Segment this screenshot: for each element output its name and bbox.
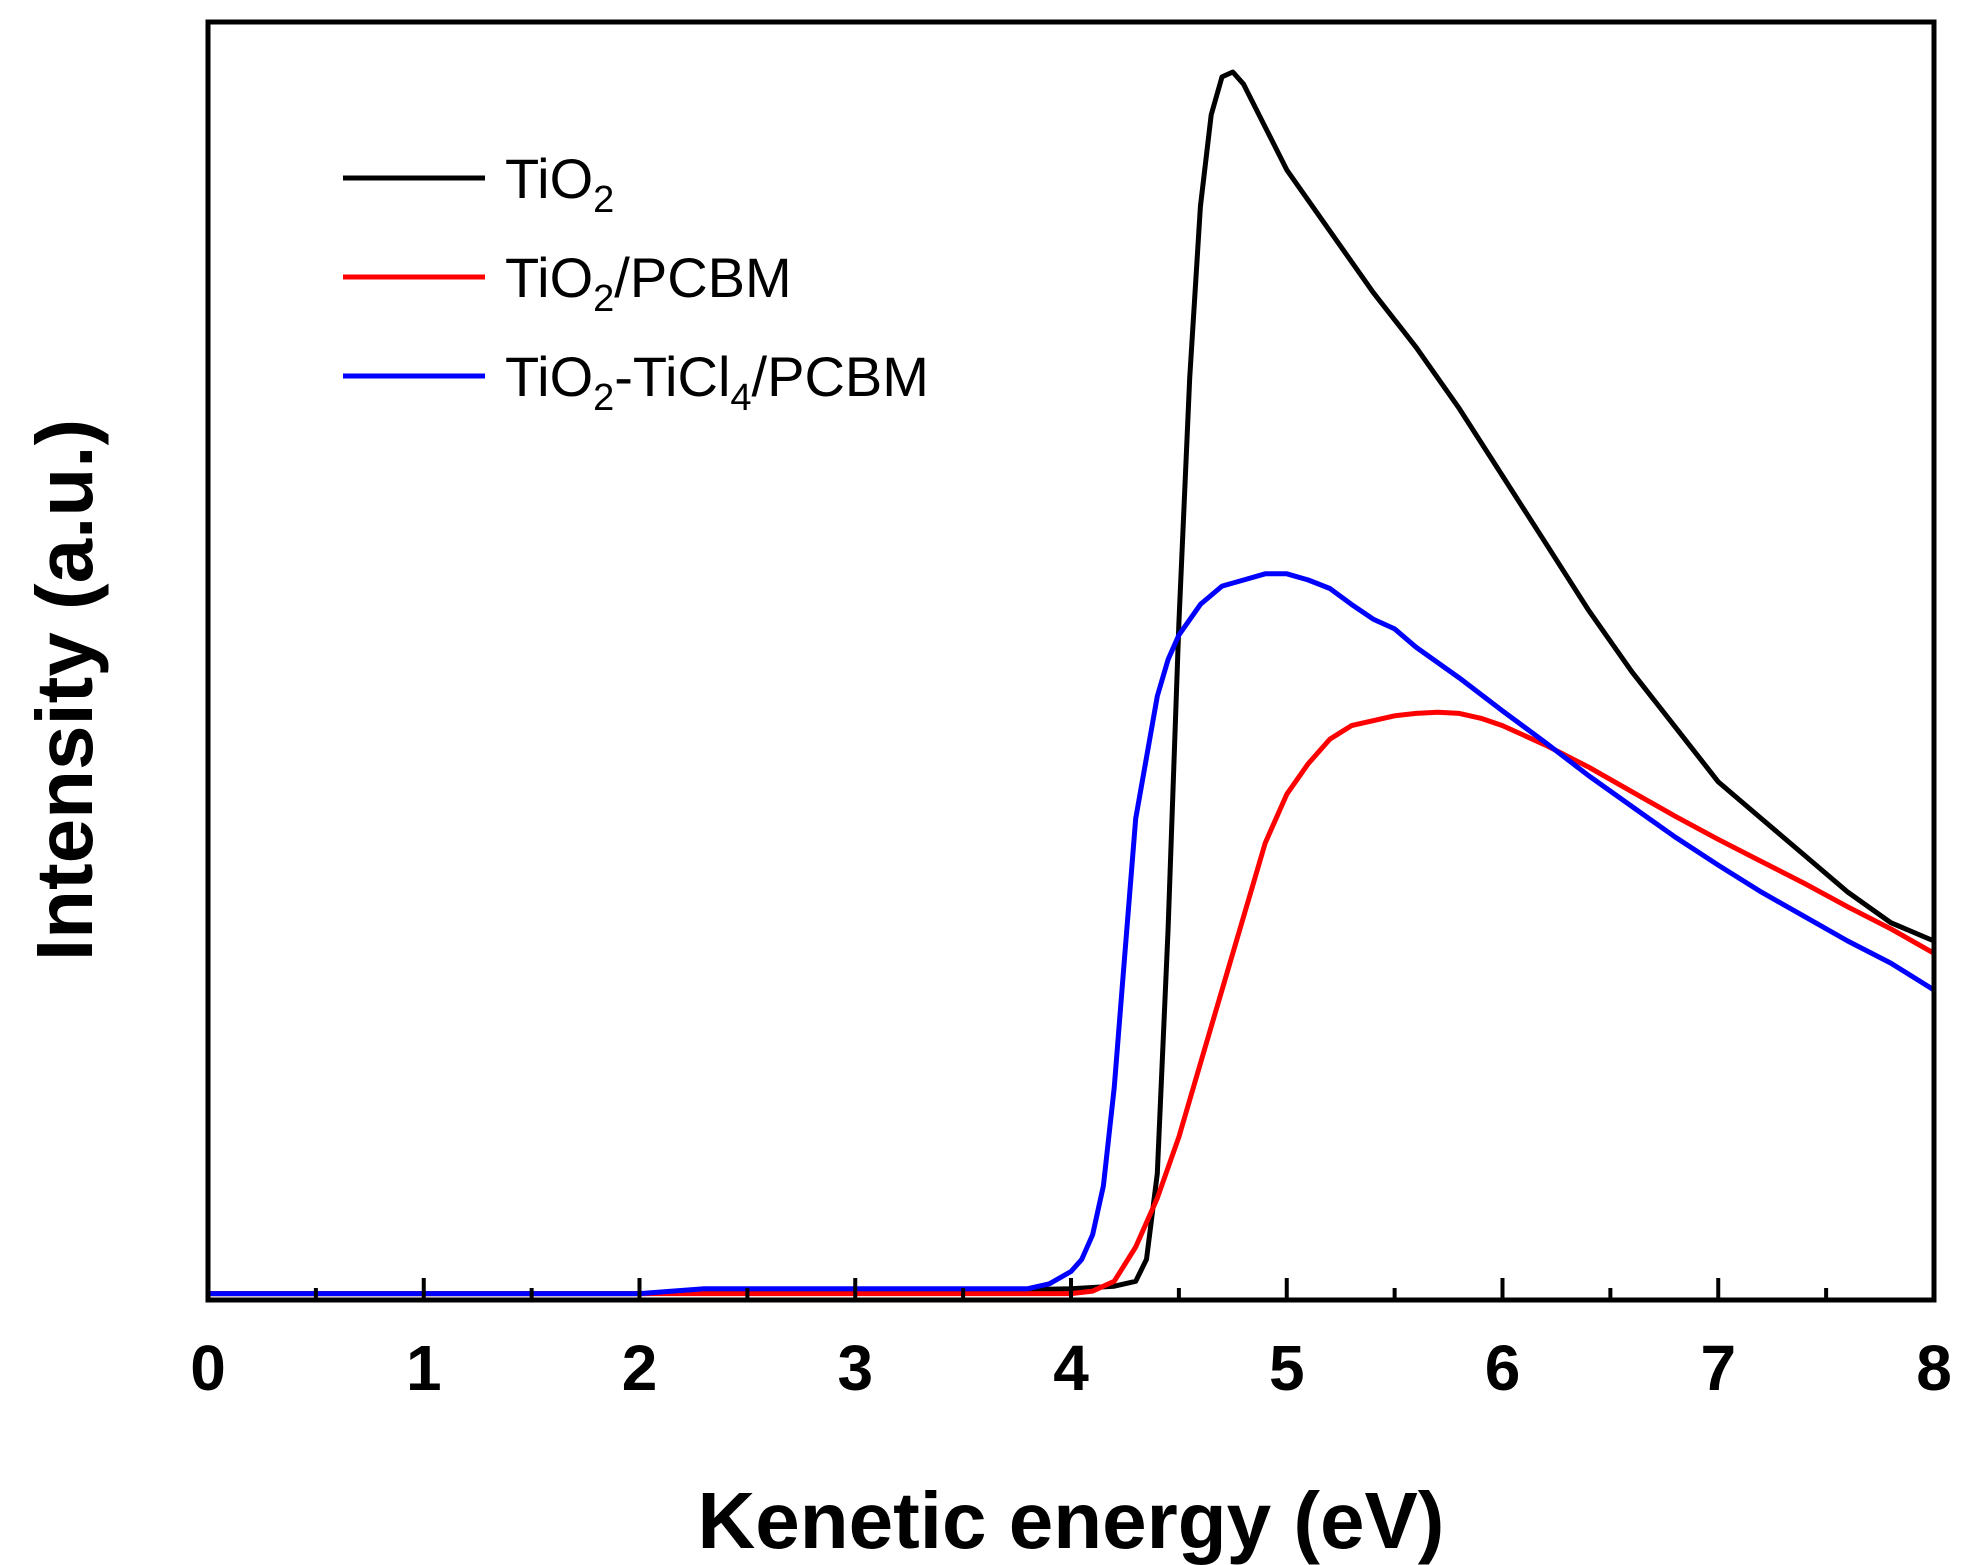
x-tick-label: 0 [190, 1332, 226, 1404]
x-tick-label: 6 [1485, 1332, 1521, 1404]
series-layer [205, 69, 1937, 1297]
x-tick-label: 8 [1916, 1332, 1952, 1404]
x-tick-label: 1 [406, 1332, 442, 1404]
y-axis-title: Intensity (a.u.) [20, 419, 109, 961]
series-line-1 [205, 709, 1937, 1297]
legend-label-1: TiO2/PCBM [505, 246, 792, 320]
legend: TiO2 TiO2/PCBM TiO2-TiCl4/PCBM [343, 147, 929, 419]
x-tick-label: 4 [1053, 1332, 1089, 1404]
x-tick-labels: 0 1 2 3 4 5 6 7 8 [190, 1332, 1952, 1404]
x-tick-label: 3 [837, 1332, 873, 1404]
x-ticks [206, 1278, 1936, 1300]
x-tick-label: 2 [622, 1332, 658, 1404]
x-axis-title: Kenetic energy (eV) [698, 1476, 1445, 1565]
series-line-2 [205, 571, 1937, 1297]
legend-label-0: TiO2 [505, 147, 614, 221]
x-tick-label: 5 [1269, 1332, 1305, 1404]
legend-label-2: TiO2-TiCl4/PCBM [505, 345, 929, 419]
plot-background [208, 22, 1934, 1300]
x-tick-label: 7 [1700, 1332, 1736, 1404]
